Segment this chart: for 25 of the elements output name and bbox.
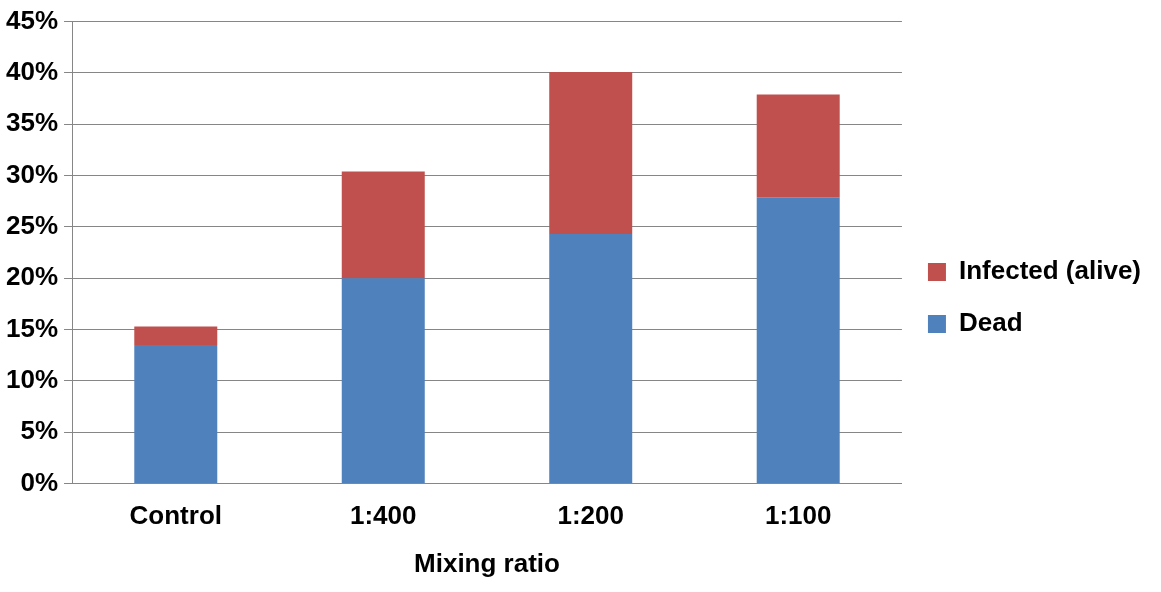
x-tick-label: 1:100 — [764, 500, 832, 531]
y-tick-label: 10% — [5, 364, 59, 395]
y-tick-label: 25% — [5, 210, 59, 241]
bar — [549, 234, 633, 484]
y-tick-label: 15% — [5, 312, 59, 343]
bar — [134, 345, 218, 484]
bar — [756, 94, 840, 198]
y-tick-label: 20% — [5, 261, 59, 292]
y-tick-label: 40% — [5, 56, 59, 87]
y-tick-label: 5% — [20, 415, 59, 446]
bar — [549, 71, 633, 235]
bar — [756, 197, 840, 484]
y-tick-label: 45% — [5, 4, 59, 35]
y-tick-label: 0% — [20, 466, 59, 497]
x-tick-label: 1:400 — [350, 500, 417, 531]
legend-label: Infected (alive) — [958, 255, 1142, 286]
bar — [341, 171, 425, 279]
x-axis-title: Mixing ratio — [414, 547, 560, 578]
bar — [341, 278, 425, 484]
y-tick-label: 30% — [5, 158, 59, 189]
bar — [134, 326, 218, 345]
y-tick-label: 35% — [5, 107, 59, 138]
legend-label: Dead — [958, 307, 1023, 338]
x-tick-label: 1:200 — [557, 500, 624, 531]
x-tick-label: Control — [129, 500, 222, 531]
